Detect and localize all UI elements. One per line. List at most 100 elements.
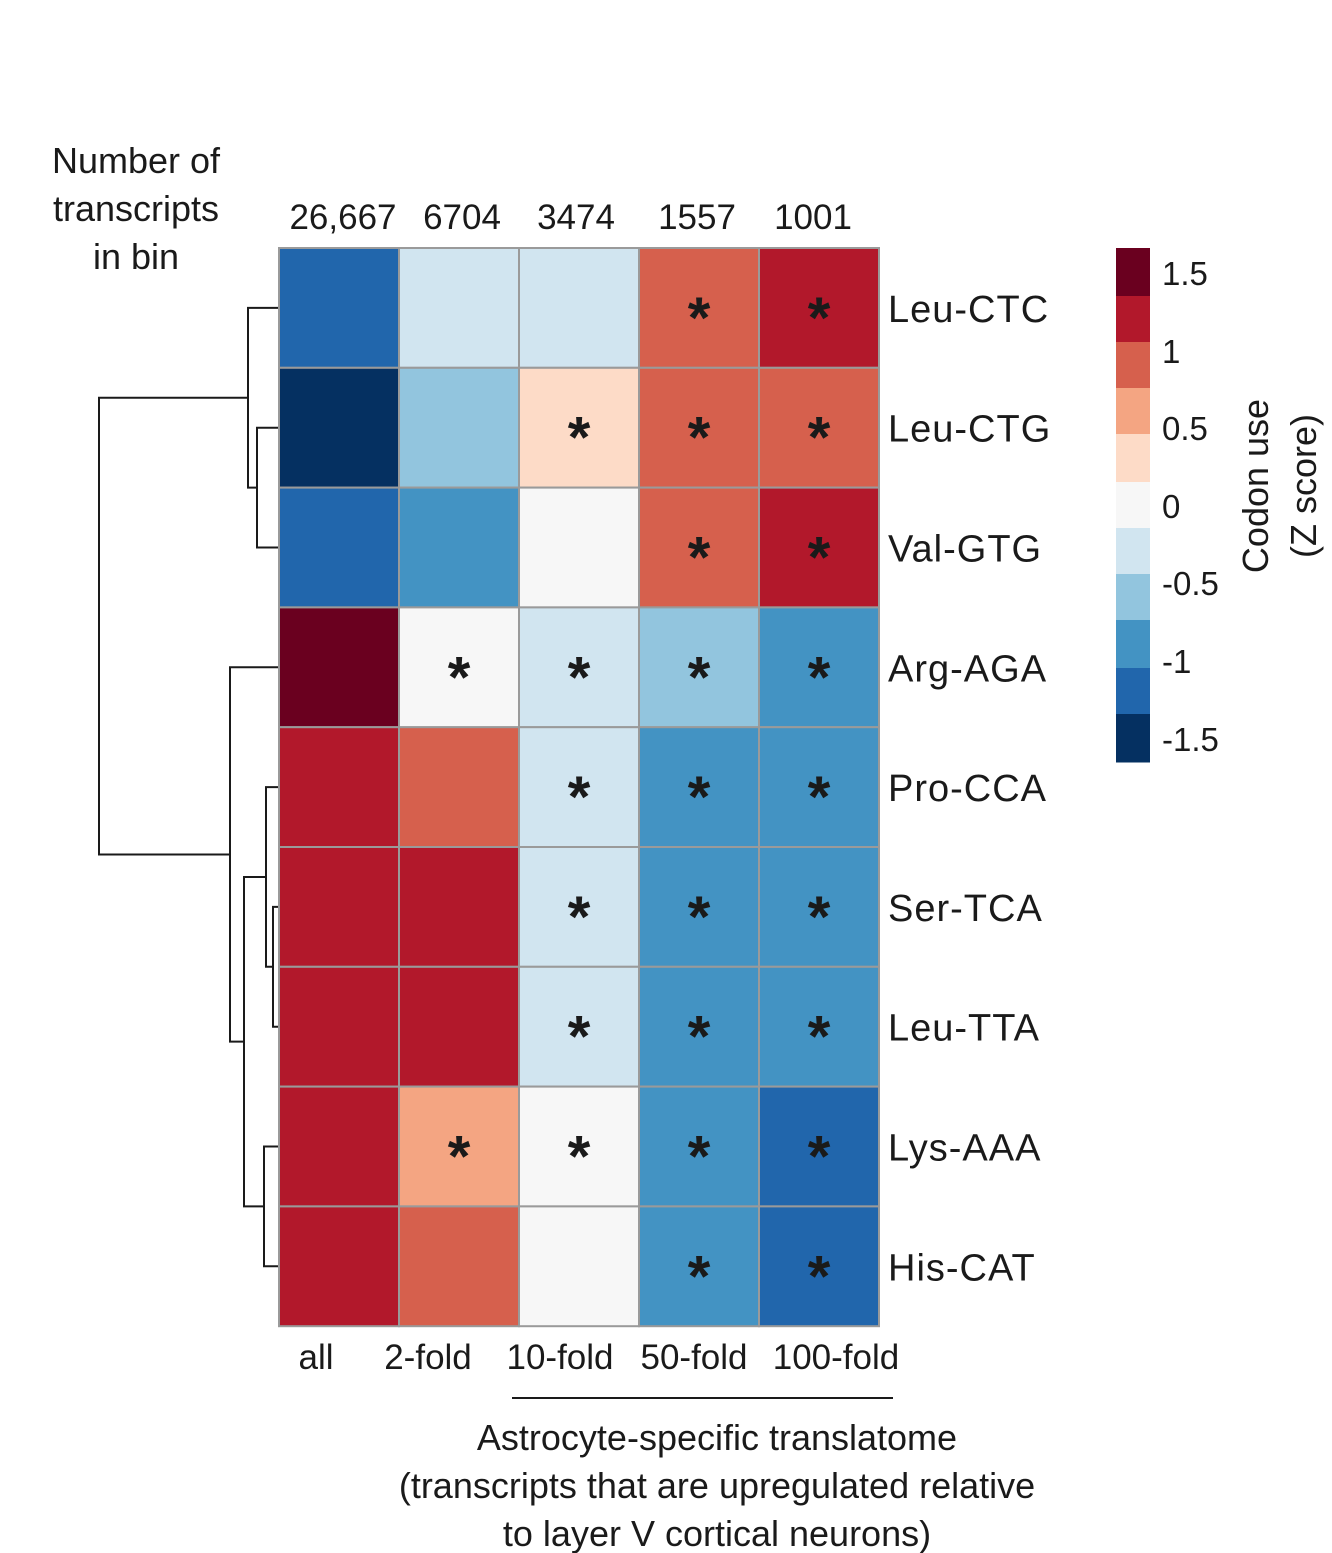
heatmap-cell bbox=[638, 247, 760, 369]
significance-star: * bbox=[568, 765, 591, 830]
colorbar-segment bbox=[1116, 714, 1150, 763]
x-axis-title-line: Astrocyte-specific translatome bbox=[477, 1417, 957, 1458]
significance-star: * bbox=[808, 885, 831, 950]
dendrogram-branch bbox=[247, 306, 279, 489]
row-label: Ser-TCA bbox=[888, 888, 1043, 930]
row-label: Val-GTG bbox=[888, 529, 1042, 571]
heatmap-cell bbox=[518, 1205, 640, 1328]
column-labels: all 2-fold 10-fold 50-fold 100-fold bbox=[298, 1338, 899, 1377]
colorbar-segment bbox=[1116, 296, 1150, 343]
heatmap-cell bbox=[398, 726, 520, 849]
significance-star: * bbox=[688, 526, 711, 591]
heatmap-cell bbox=[278, 846, 400, 968]
count-header: Number of transcripts in bin bbox=[52, 140, 221, 277]
dendrogram-branch bbox=[263, 1145, 279, 1268]
row-label: His-CAT bbox=[888, 1247, 1036, 1289]
heatmap-cell bbox=[758, 606, 880, 729]
significance-star: * bbox=[568, 1125, 591, 1190]
heatmap-cell bbox=[758, 486, 880, 609]
count-label: 6704 bbox=[423, 198, 501, 237]
heatmap-cell bbox=[758, 965, 880, 1088]
column-label: 10-fold bbox=[506, 1338, 613, 1377]
row-label: Pro-CCA bbox=[888, 768, 1047, 810]
heatmap-cell bbox=[518, 965, 640, 1088]
colorbar bbox=[1116, 248, 1150, 763]
heatmap-cell bbox=[278, 247, 400, 369]
transcript-counts: 26,667 6704 3474 1557 1001 bbox=[289, 198, 851, 237]
significance-star: * bbox=[808, 645, 831, 710]
significance-star: * bbox=[568, 885, 591, 950]
column-label: 2-fold bbox=[384, 1338, 472, 1377]
heatmap-cell bbox=[398, 606, 520, 729]
dendrogram-branch bbox=[243, 875, 266, 1208]
colorbar-segment bbox=[1116, 620, 1150, 669]
heatmap-cell bbox=[398, 1205, 520, 1328]
heatmap-cell bbox=[638, 1205, 760, 1328]
significance-star: * bbox=[568, 406, 591, 471]
heatmap-cell bbox=[758, 726, 880, 849]
heatmap-cell bbox=[758, 247, 880, 369]
colorbar-tick-label: -0.5 bbox=[1162, 565, 1219, 602]
heatmap-cell bbox=[518, 247, 640, 369]
colorbar-segment bbox=[1116, 574, 1150, 621]
colorbar-segment bbox=[1116, 248, 1150, 297]
significance-markers: * * * * * * * * * * * * * * * * * * * * * * * * * * bbox=[448, 286, 831, 1309]
heatmap-cell bbox=[398, 486, 520, 609]
count-label: 3474 bbox=[537, 198, 615, 237]
count-label: 1001 bbox=[774, 198, 852, 237]
colorbar-title-line: (Z score) bbox=[1283, 414, 1324, 558]
column-label: all bbox=[298, 1338, 333, 1377]
colorbar-tick-labels: 1.5 1 0.5 0 -0.5 -1 -1.5 bbox=[1162, 255, 1219, 758]
heatmap-cell bbox=[278, 1085, 400, 1208]
heatmap-cell bbox=[278, 606, 400, 729]
column-label: 50-fold bbox=[640, 1338, 747, 1377]
colorbar-tick-label: -1.5 bbox=[1162, 721, 1219, 758]
count-label: 1557 bbox=[658, 198, 736, 237]
dendrogram-branch bbox=[229, 666, 279, 1043]
row-dendrogram bbox=[98, 306, 279, 1268]
heatmap-cell bbox=[398, 247, 520, 369]
colorbar-segment bbox=[1116, 342, 1150, 389]
row-label: Leu-CTG bbox=[888, 409, 1051, 451]
row-label: Leu-CTC bbox=[888, 289, 1049, 331]
heatmap-cell bbox=[398, 846, 520, 968]
count-header-line: Number of bbox=[52, 140, 221, 181]
heatmap-cell bbox=[518, 486, 640, 609]
significance-star: * bbox=[688, 885, 711, 950]
colorbar-title: Codon use (Z score) bbox=[1235, 399, 1324, 573]
count-header-line: in bin bbox=[93, 236, 179, 277]
count-label: 26,667 bbox=[289, 198, 396, 237]
heatmap-cell bbox=[638, 726, 760, 849]
significance-star: * bbox=[808, 526, 831, 591]
significance-star: * bbox=[688, 406, 711, 471]
colorbar-segment bbox=[1116, 434, 1150, 483]
significance-star: * bbox=[808, 1244, 831, 1309]
significance-star: * bbox=[808, 765, 831, 830]
count-header-line: transcripts bbox=[53, 188, 219, 229]
heatmap-cell bbox=[398, 366, 520, 489]
row-label: Lys-AAA bbox=[888, 1128, 1041, 1170]
colorbar-tick-label: -1 bbox=[1162, 643, 1191, 680]
x-axis-title-line: to layer V cortical neurons) bbox=[503, 1513, 931, 1553]
significance-star: * bbox=[688, 1125, 711, 1190]
significance-star: * bbox=[808, 286, 831, 351]
heatmap-cell bbox=[518, 606, 640, 729]
dendrogram-branch bbox=[98, 396, 248, 856]
dendrogram-branch bbox=[256, 426, 279, 549]
column-label: 100-fold bbox=[773, 1338, 899, 1377]
row-label: Leu-TTA bbox=[888, 1008, 1040, 1050]
heatmap-cell bbox=[758, 846, 880, 968]
heatmap-cell bbox=[638, 486, 760, 609]
x-axis-title-line: (transcripts that are upregulated relati… bbox=[399, 1465, 1035, 1506]
colorbar-title-line: Codon use bbox=[1235, 399, 1276, 573]
significance-star: * bbox=[808, 1125, 831, 1190]
x-axis-title: Astrocyte-specific translatome (transcrip… bbox=[399, 1417, 1035, 1553]
significance-star: * bbox=[688, 1005, 711, 1070]
colorbar-segment bbox=[1116, 668, 1150, 715]
significance-star: * bbox=[688, 286, 711, 351]
colorbar-segment bbox=[1116, 482, 1150, 529]
heatmap-cell bbox=[758, 1085, 880, 1208]
row-label: Arg-AGA bbox=[888, 648, 1047, 690]
heatmap-cell bbox=[758, 1205, 880, 1328]
